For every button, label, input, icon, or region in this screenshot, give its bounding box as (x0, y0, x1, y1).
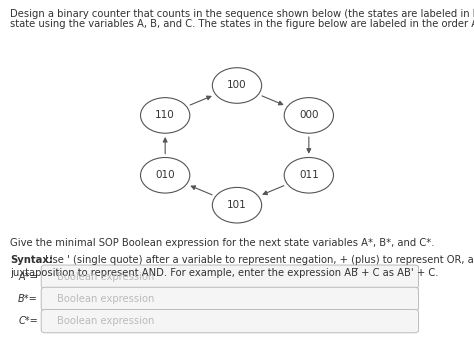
Circle shape (284, 158, 334, 193)
Text: Boolean expression: Boolean expression (57, 316, 154, 326)
Circle shape (140, 98, 190, 133)
Text: Syntax:: Syntax: (10, 255, 54, 265)
Circle shape (140, 158, 190, 193)
Text: 010: 010 (155, 170, 175, 180)
Text: 101: 101 (227, 200, 247, 210)
Text: Use ' (single quote) after a variable to represent negation, + (plus) to represe: Use ' (single quote) after a variable to… (42, 255, 474, 265)
Text: B*=: B*= (18, 294, 38, 304)
Text: 110: 110 (155, 110, 175, 120)
Text: Give the minimal SOP Boolean expression for the next state variables A*, B*, and: Give the minimal SOP Boolean expression … (10, 238, 435, 248)
Text: 011: 011 (299, 170, 319, 180)
Circle shape (212, 187, 262, 223)
Text: Design a binary counter that counts in the sequence shown below (the states are : Design a binary counter that counts in t… (10, 9, 474, 18)
Circle shape (284, 98, 334, 133)
FancyBboxPatch shape (41, 265, 419, 288)
Text: Boolean expression: Boolean expression (57, 294, 154, 304)
Text: juxtaposition to represent AND. For example, enter the expression AB̅ + C as AB': juxtaposition to represent AND. For exam… (10, 268, 439, 278)
Text: 100: 100 (227, 80, 247, 91)
Text: Boolean expression: Boolean expression (57, 272, 154, 282)
FancyBboxPatch shape (41, 310, 419, 333)
Text: 000: 000 (299, 110, 319, 120)
Text: C*=: C*= (18, 316, 38, 326)
Text: A*=: A*= (18, 272, 38, 282)
FancyBboxPatch shape (41, 287, 419, 311)
Text: state using the variables A, B, and C. The states in the figure below are labele: state using the variables A, B, and C. T… (10, 19, 474, 29)
Circle shape (212, 68, 262, 103)
